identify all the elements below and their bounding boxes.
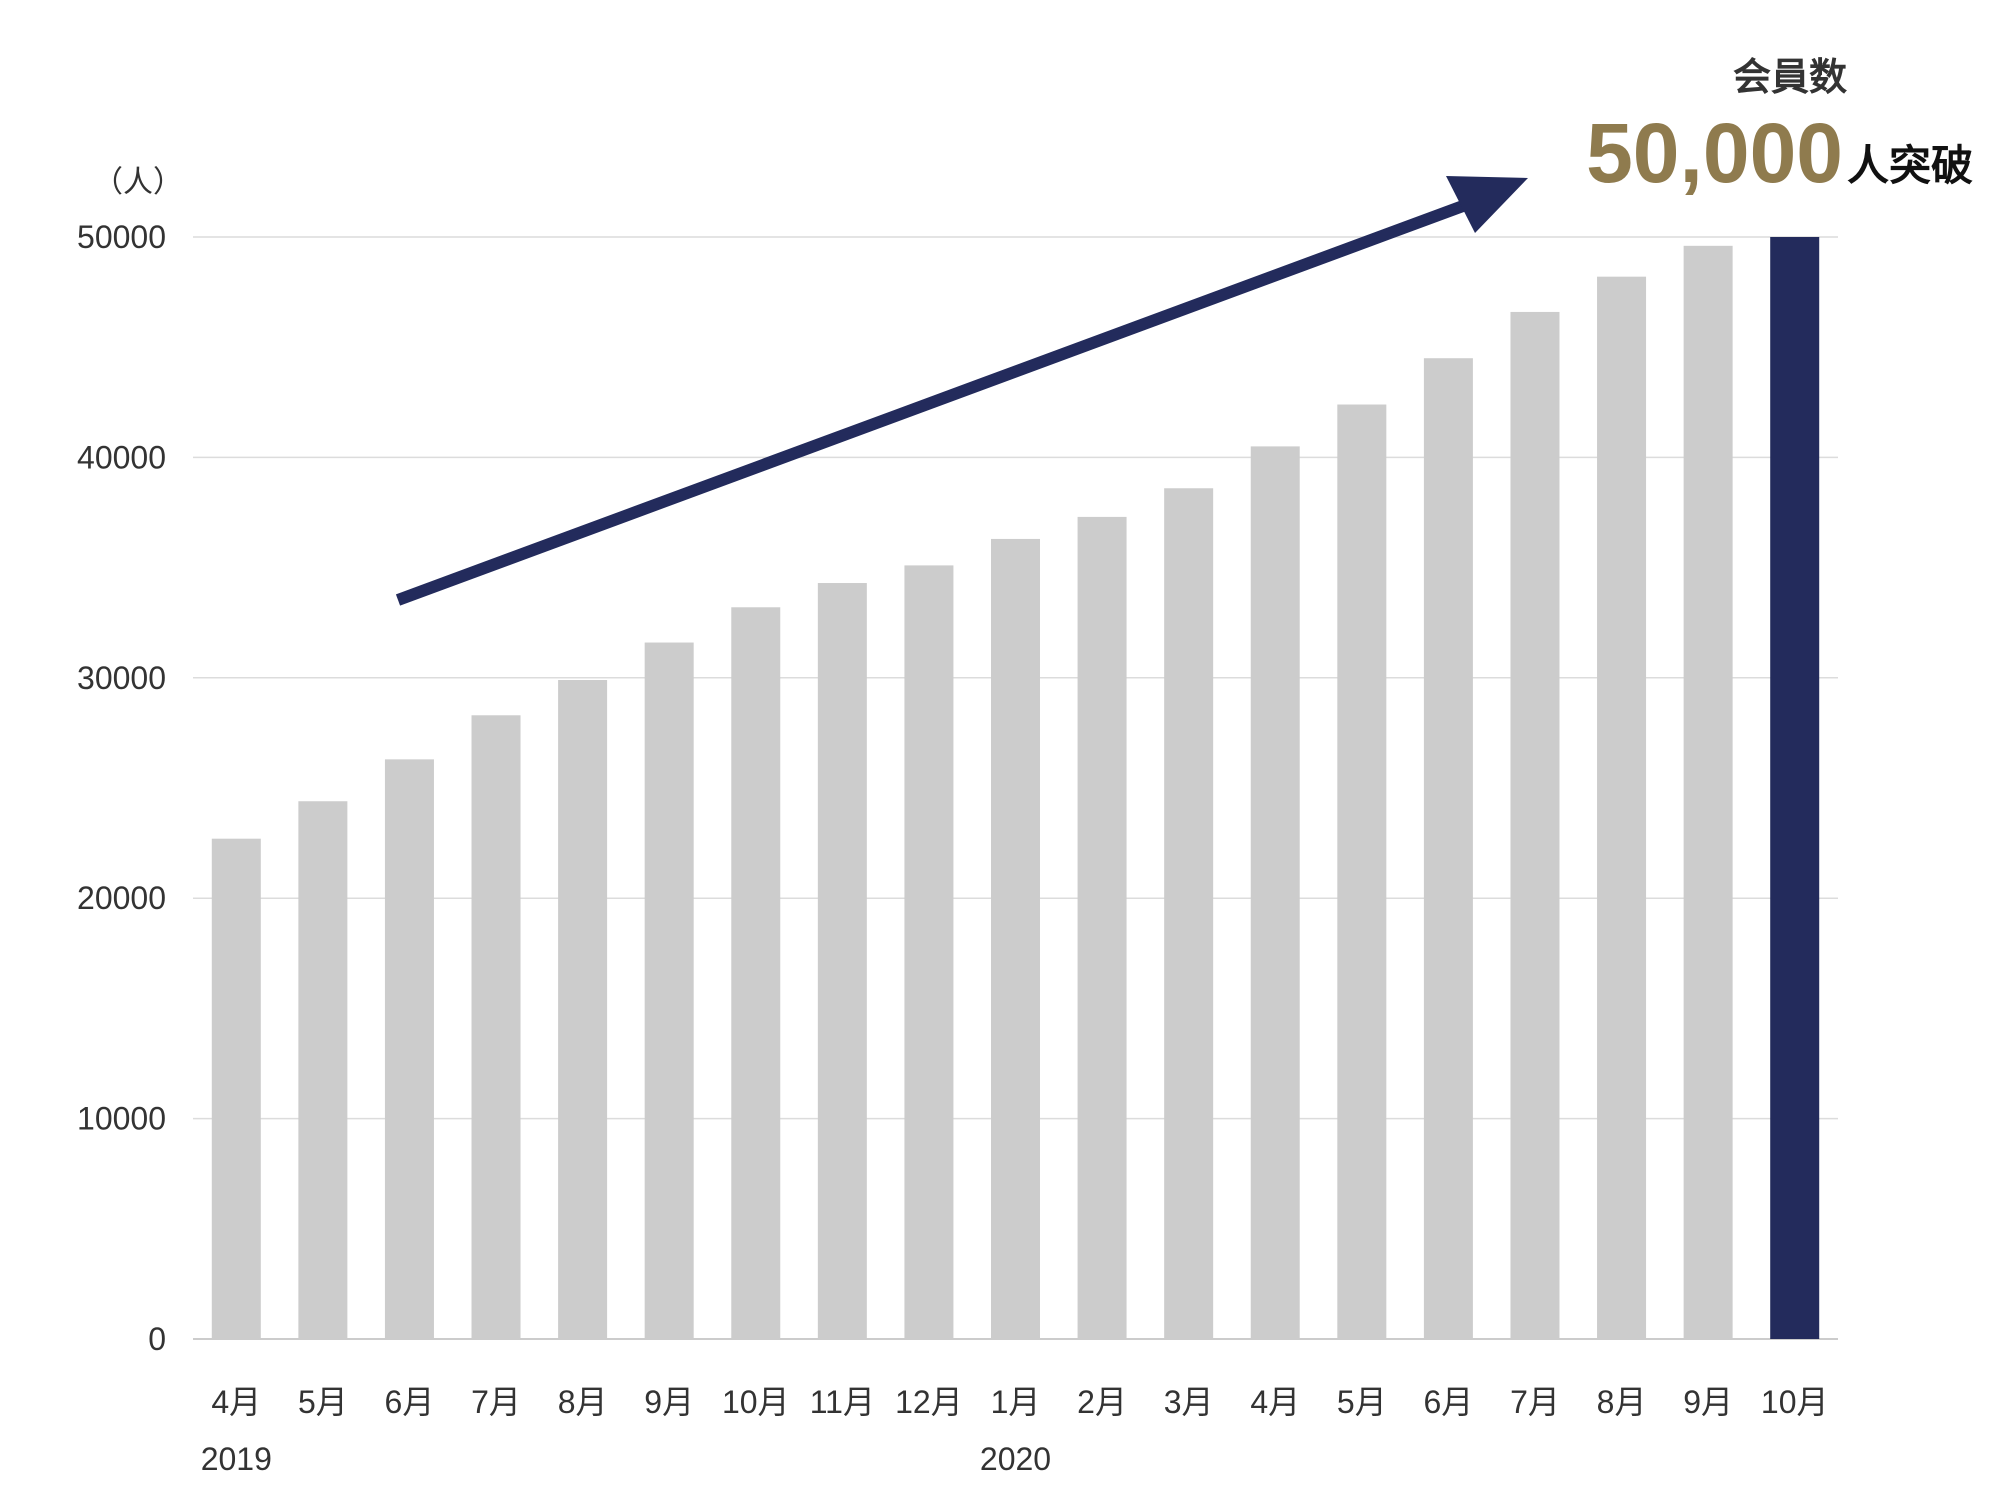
x-tick-label: 10月: [722, 1384, 790, 1420]
bar: [298, 801, 348, 1339]
y-axis-ticks: 0 10000 20000 30000 40000 50000: [77, 219, 166, 1357]
x-tick-label: 3月: [1164, 1384, 1214, 1420]
bar: [1164, 488, 1214, 1340]
trend-arrow: [395, 176, 1528, 606]
trend-arrow-head: [1446, 176, 1528, 233]
bar: [1423, 358, 1473, 1340]
bar: [1250, 446, 1300, 1339]
x-tick-label: 1月: [991, 1384, 1041, 1420]
x-tick-label: 2月: [1077, 1384, 1127, 1420]
x-tick-label: 12月: [895, 1384, 963, 1420]
bar: [991, 538, 1040, 1339]
y-tick-label: 20000: [77, 880, 166, 916]
bar: [904, 565, 954, 1339]
x-tick-label: 9月: [644, 1384, 694, 1420]
x-tick-label: 7月: [1510, 1384, 1560, 1420]
y-axis-unit: （人）: [93, 166, 183, 199]
x-tick-label: 6月: [385, 1384, 435, 1420]
bar: [211, 838, 261, 1339]
bars: [211, 237, 1820, 1340]
bar: [1683, 245, 1733, 1339]
x-tick-label: 6月: [1423, 1384, 1473, 1420]
year-label: 2020: [980, 1441, 1051, 1477]
x-tick-label: 8月: [1597, 1384, 1647, 1420]
y-tick-label: 10000: [77, 1101, 166, 1137]
y-tick-label: 50000: [77, 219, 166, 255]
bar: [1337, 404, 1387, 1339]
y-tick-label: 40000: [77, 439, 166, 475]
annotation-suffix: 人突破: [1847, 142, 1973, 189]
bar: [471, 715, 521, 1339]
bar-highlight: [1770, 237, 1820, 1339]
x-tick-label: 11月: [810, 1384, 875, 1420]
y-tick-label: 30000: [77, 660, 166, 696]
bar: [817, 583, 867, 1339]
x-tick-label: 4月: [1250, 1384, 1300, 1420]
x-tick-label: 4月: [211, 1384, 261, 1420]
bar: [1077, 516, 1127, 1339]
x-tick-label: 7月: [471, 1384, 521, 1420]
trend-arrow-shaft: [395, 190, 1493, 606]
bar: [1510, 311, 1560, 1339]
annotation-value: 50,000: [1586, 106, 1843, 200]
bar: [558, 680, 608, 1339]
bar: [384, 759, 434, 1339]
x-tick-label: 5月: [1337, 1384, 1387, 1420]
annotation-label: 会員数: [1733, 57, 1847, 99]
bar: [1597, 276, 1647, 1339]
year-label: 2019: [201, 1441, 272, 1477]
x-axis-ticks: 4月 5月 6月 7月 8月 9月 10月 11月 12月 1月 2月 3月 4月 5月 6月 7月 8月 9月 1…: [201, 1384, 1829, 1477]
x-tick-label: 5月: [298, 1384, 348, 1420]
bar: [644, 642, 694, 1339]
x-tick-label: 9月: [1683, 1384, 1733, 1420]
x-tick-label: 8月: [558, 1384, 608, 1420]
x-tick-label: 10月: [1761, 1384, 1829, 1420]
y-tick-label: 0: [148, 1321, 166, 1357]
bar: [731, 607, 781, 1339]
